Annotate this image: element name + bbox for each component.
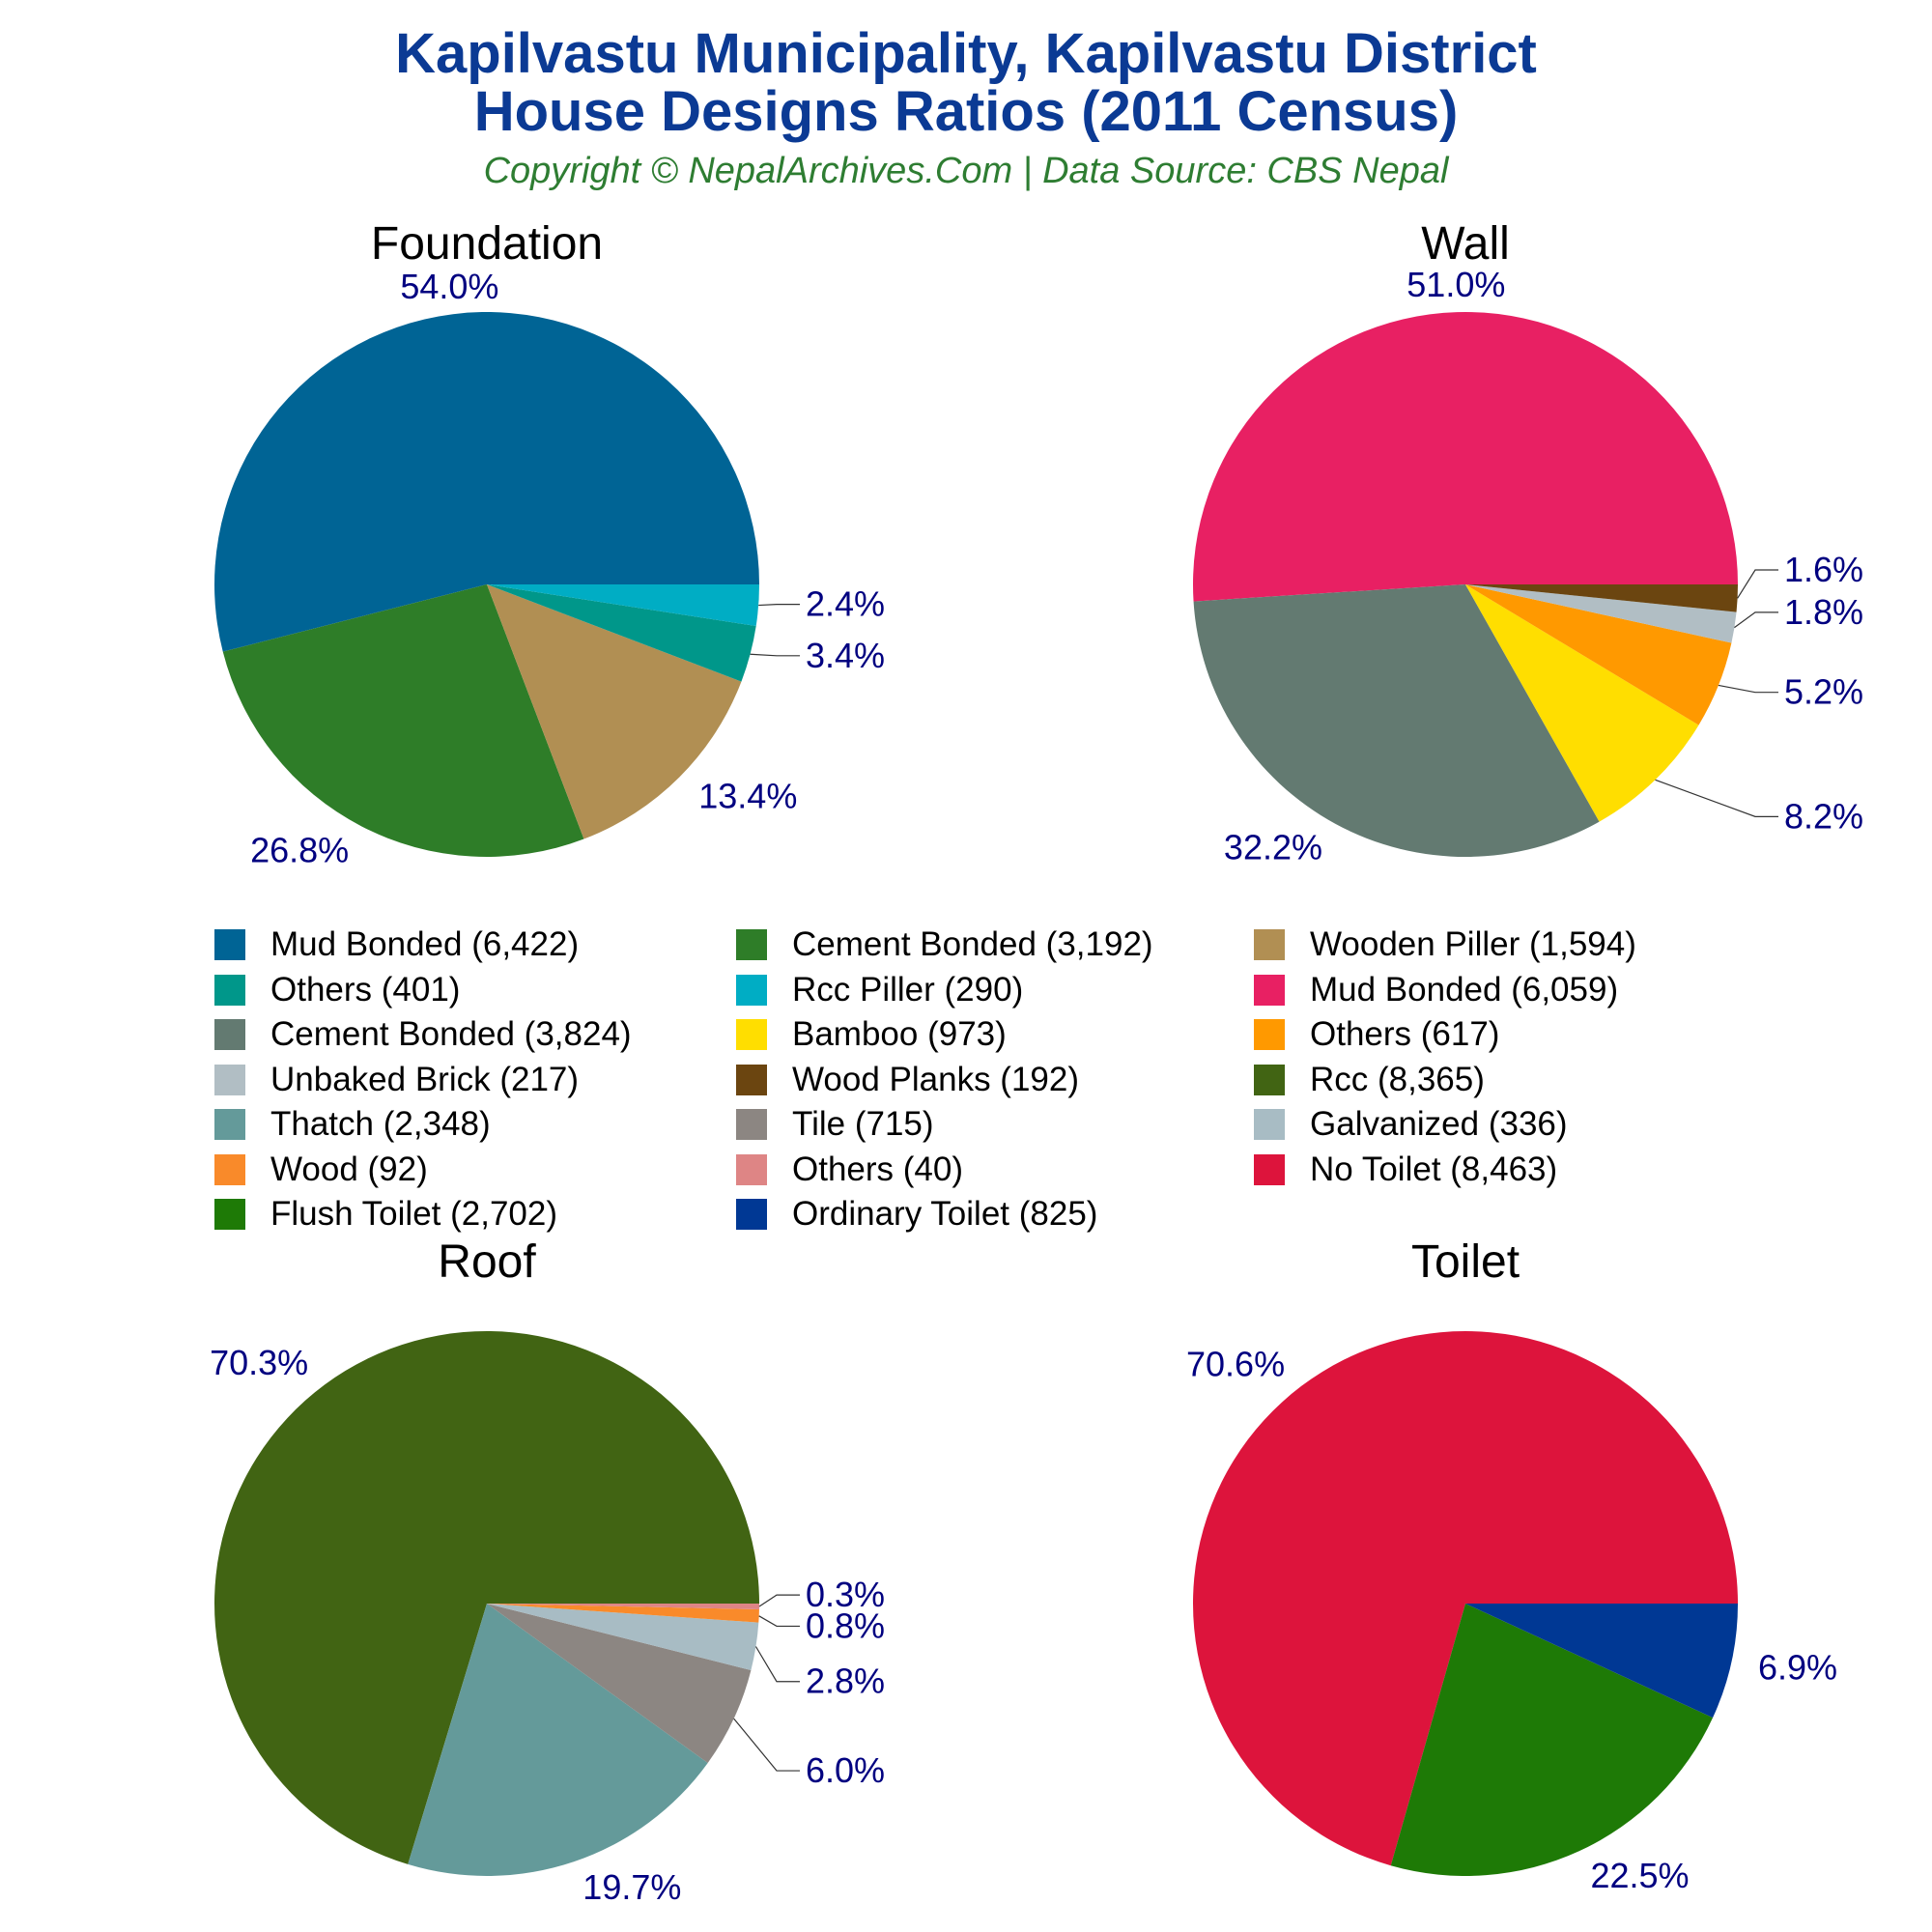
pie-title: Roof: [438, 1236, 536, 1288]
pie-slice: [1192, 1330, 1738, 1866]
chart-title-line1: Kapilvastu Municipality, Kapilvastu Dist…: [395, 22, 1537, 85]
pie-pct-label: 5.2%: [1784, 672, 1863, 712]
pie-slice: [487, 584, 756, 682]
pie-slice: [408, 1604, 708, 1876]
pie-slice: [213, 312, 759, 652]
pie-slice: [1465, 584, 1737, 643]
pie-pct-label: 0.3%: [806, 1575, 885, 1614]
pie-slice: [1390, 1604, 1714, 1876]
leader-line: [750, 653, 800, 657]
pie-slice: [487, 584, 759, 627]
pie-pct-label: 3.4%: [806, 636, 885, 675]
pie-pct-label: 13.4%: [698, 776, 797, 815]
pie-slice: [487, 1604, 752, 1763]
pie-pct-label: 6.0%: [806, 1750, 885, 1790]
pie-pct-label: 1.8%: [1784, 592, 1863, 632]
chart-title-line2: House Designs Ratios (2011 Census): [473, 80, 1459, 143]
leader-line: [758, 604, 800, 607]
pie-pct-label: 22.5%: [1590, 1856, 1689, 1895]
pie-slice: [487, 584, 742, 839]
pie-pct-label: 6.9%: [1758, 1648, 1837, 1688]
pie-chart-toilet: Toilet 70.6% 22.5% 6.9%: [1186, 1236, 1837, 1895]
pie-slice: [1193, 584, 1600, 857]
pie-slice: [487, 1604, 759, 1609]
pie-pct-label: 51.0%: [1406, 265, 1505, 304]
pie-slice: [487, 1604, 759, 1670]
pie-pct-label: 26.8%: [250, 830, 349, 869]
pie-slice: [487, 1604, 759, 1623]
pie-pct-label: 0.8%: [806, 1605, 885, 1645]
pie-pct-label: 2.4%: [806, 584, 885, 624]
pie-slice: [1465, 584, 1738, 612]
leader-line: [758, 1594, 800, 1607]
pie-slice: [213, 1331, 759, 1864]
pie-title: Wall: [1421, 218, 1510, 270]
leader-line: [733, 1718, 800, 1772]
pie-pct-label: 70.3%: [210, 1343, 308, 1382]
pie-chart-roof: Roof 70.3% 19.7% 6.0% 2.8% 0.8%0.3%: [210, 1236, 885, 1907]
pie-pct-label: 32.2%: [1224, 828, 1322, 867]
pie-pct-label: 8.2%: [1784, 796, 1863, 836]
pie-slice: [1193, 311, 1738, 602]
leader-line: [758, 1615, 800, 1628]
leader-line: [1718, 684, 1778, 694]
pie-slice: [1465, 584, 1732, 725]
pie-slice: [1465, 584, 1699, 822]
pie-pct-label: 54.0%: [400, 267, 498, 306]
pie-pct-label: 19.7%: [582, 1867, 681, 1907]
leader-line: [1734, 611, 1778, 629]
leader-line: [1655, 779, 1778, 817]
pie-pct-label: 2.8%: [806, 1662, 885, 1701]
pie-pct-label: 70.6%: [1186, 1344, 1285, 1383]
leader-line: [754, 1646, 800, 1683]
pie-title: Toilet: [1411, 1236, 1520, 1288]
pie-slice: [222, 584, 584, 857]
pie-pct-label: 1.6%: [1784, 550, 1863, 589]
chart-subtitle: Copyright © NepalArchives.Com | Data Sou…: [483, 151, 1449, 191]
pie-slice: [1465, 1604, 1738, 1719]
leader-line: [1737, 569, 1778, 599]
pie-title: Foundation: [371, 218, 603, 270]
